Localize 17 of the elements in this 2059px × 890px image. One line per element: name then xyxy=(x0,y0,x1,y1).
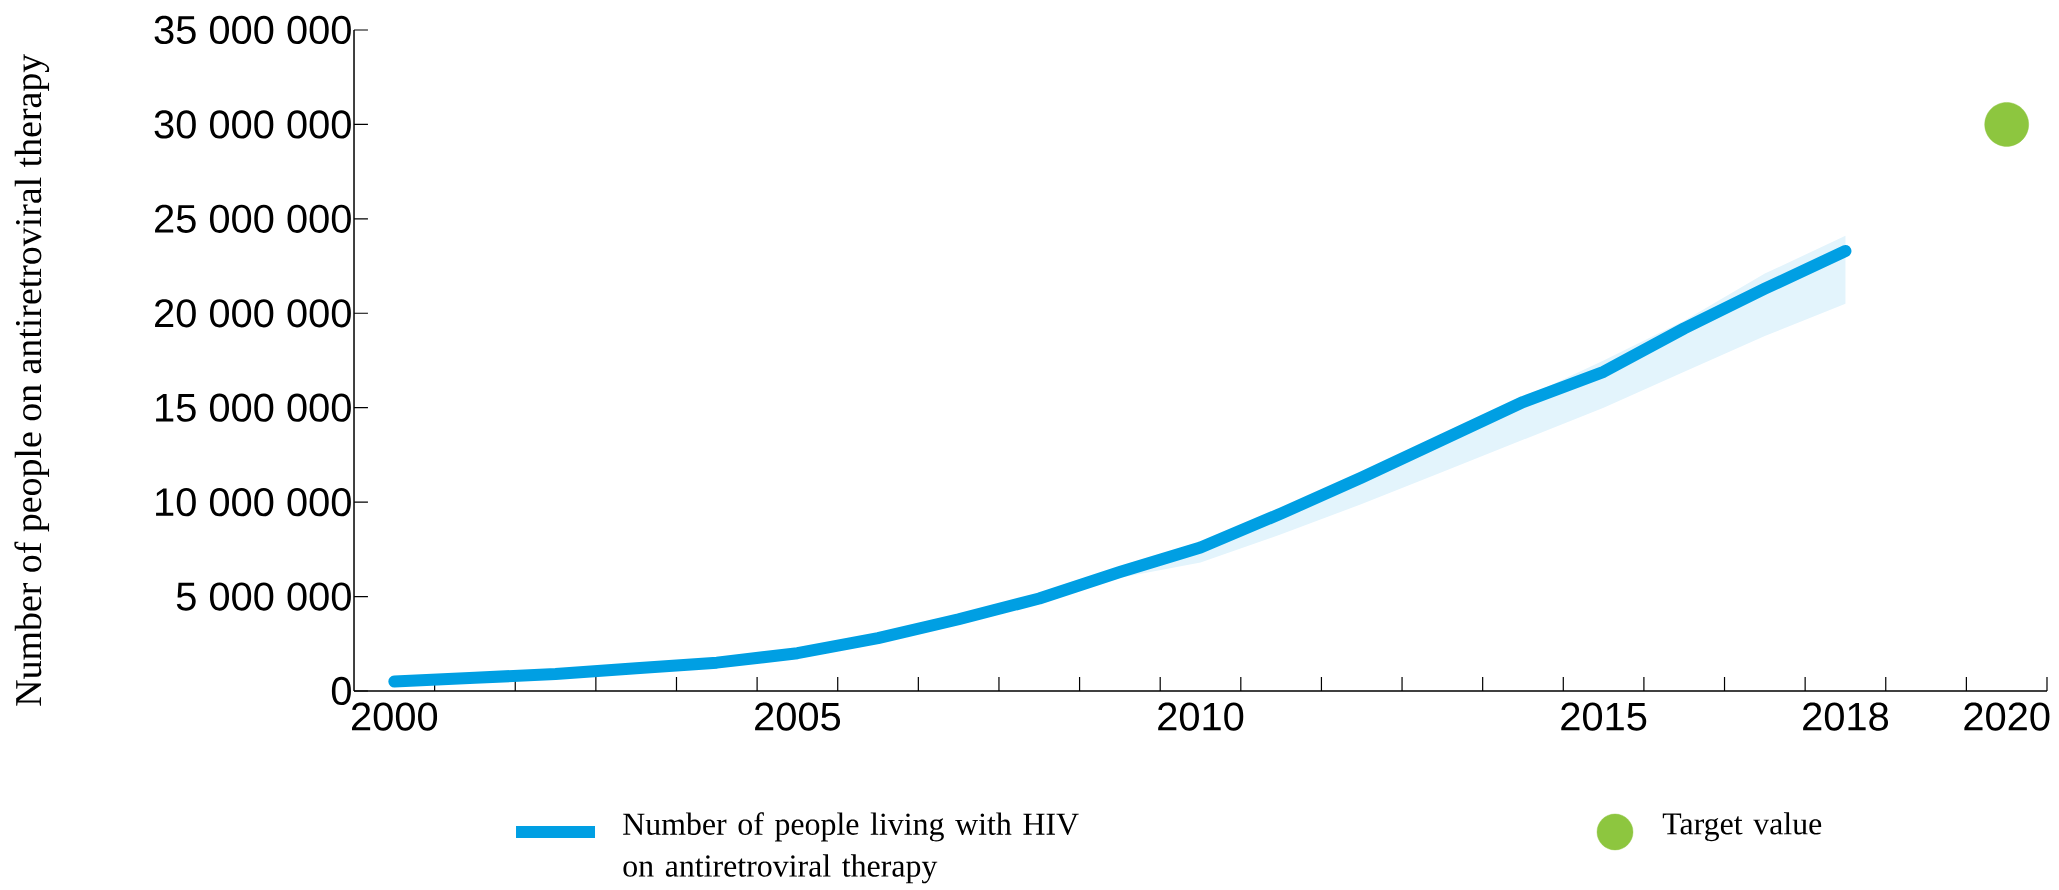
x-tick-label: 2000 xyxy=(352,702,438,731)
y-tick-label: 5 000 000 xyxy=(176,582,351,611)
y-tick-label: 15 000 000 xyxy=(156,393,351,422)
x-tick-label: 2018 xyxy=(1803,702,1889,731)
y-tick-label: 35 000 000 xyxy=(154,15,351,45)
y-tick-label: 0 xyxy=(331,676,351,706)
y-axis-title: Number of people on antiretroviral therapy xyxy=(14,53,50,706)
y-tick-label: 30 000 000 xyxy=(154,110,351,139)
x-tick-label: 2020 xyxy=(1964,702,2050,731)
legend-label: Target value xyxy=(1662,812,1822,842)
x-tick-label: 2010 xyxy=(1158,702,1244,731)
y-tick-label: 20 000 000 xyxy=(155,299,351,328)
x-tick-label: 2005 xyxy=(755,702,841,731)
y-tick-label: 10 000 000 xyxy=(156,488,351,517)
x-tick-label: 2015 xyxy=(1561,702,1647,731)
legend-label: Number of people living with HIV on antiretroviral therapy xyxy=(623,812,1079,884)
y-tick-label: 25 000 000 xyxy=(155,204,351,233)
